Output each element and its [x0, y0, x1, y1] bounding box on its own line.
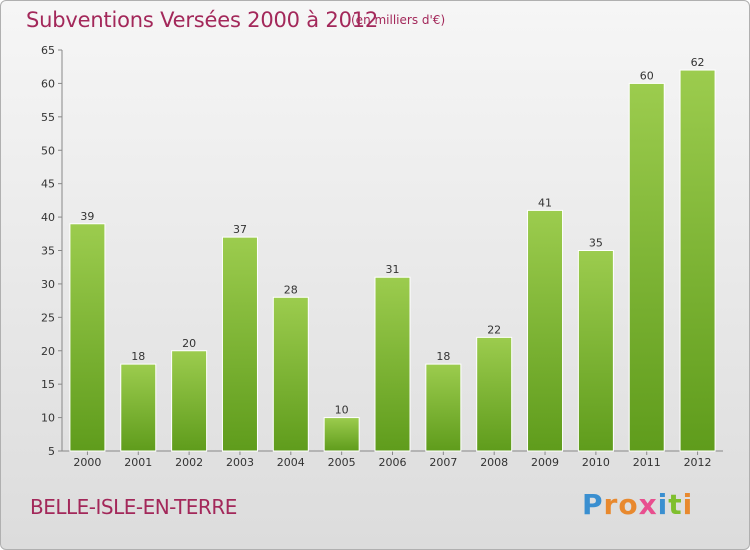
x-tick-label: 2005: [328, 456, 356, 469]
data-label: 39: [80, 210, 94, 223]
x-tick-label: 2009: [531, 456, 559, 469]
data-label: 10: [335, 404, 349, 417]
y-tick-label: 30: [41, 278, 55, 291]
logo-letter: r: [603, 488, 619, 521]
proxiti-logo: Proxiti: [582, 488, 693, 521]
y-tick-label: 5: [48, 445, 55, 458]
data-label: 20: [182, 337, 196, 350]
data-label: 41: [538, 196, 552, 209]
y-tick-label: 40: [41, 211, 55, 224]
data-label: 37: [233, 223, 247, 236]
y-tick-label: 35: [41, 245, 55, 258]
x-tick-label: 2010: [582, 456, 610, 469]
bar: [577, 250, 614, 452]
bar: [374, 276, 411, 452]
x-tick-label: 2008: [480, 456, 508, 469]
chart-bars: [69, 69, 716, 452]
y-tick-label: 10: [41, 412, 55, 425]
x-tick-label: 2011: [633, 456, 661, 469]
data-label: 18: [131, 350, 145, 363]
commune-name: BELLE-ISLE-EN-TERRE: [30, 495, 237, 519]
data-label: 31: [386, 263, 400, 276]
bar: [679, 69, 716, 452]
bar: [527, 209, 564, 452]
y-tick-label: 60: [41, 77, 55, 90]
data-label: 18: [436, 350, 450, 363]
x-tick-label: 2003: [226, 456, 254, 469]
data-label: 62: [691, 56, 705, 69]
bar: [323, 417, 360, 452]
bar: [628, 82, 665, 452]
bar: [221, 236, 258, 452]
chart-title: Subventions Versées 2000 à 2012: [26, 8, 379, 32]
bar: [69, 223, 106, 452]
logo-letter: o: [618, 488, 639, 521]
y-tick-label: 15: [41, 378, 55, 391]
x-tick-label: 2000: [73, 456, 101, 469]
bar: [425, 363, 462, 452]
x-tick-label: 2001: [124, 456, 152, 469]
bar: [171, 350, 208, 452]
y-tick-label: 50: [41, 144, 55, 157]
logo-letter: x: [638, 488, 658, 521]
y-tick-label: 45: [41, 178, 55, 191]
y-tick-label: 65: [41, 44, 55, 57]
x-tick-label: 2007: [429, 456, 457, 469]
logo-letter: i: [657, 488, 669, 521]
bar: [476, 336, 513, 452]
x-tick-label: 2002: [175, 456, 203, 469]
y-tick-label: 25: [41, 311, 55, 324]
logo-letter: t: [668, 488, 683, 521]
x-tick-label: 2012: [684, 456, 712, 469]
data-label: 28: [284, 283, 298, 296]
chart-labels: 39 2000 18 2001 20 2002 37 2003 28 2004 10 2005 31 20…: [73, 56, 711, 469]
logo-letter: P: [582, 488, 604, 521]
data-label: 60: [640, 69, 654, 82]
data-label: 35: [589, 237, 603, 250]
x-tick-label: 2004: [277, 456, 305, 469]
bar: [120, 363, 157, 452]
logo-letter: i: [682, 488, 694, 521]
y-tick-label: 55: [41, 111, 55, 124]
data-label: 22: [487, 323, 501, 336]
x-tick-label: 2006: [379, 456, 407, 469]
bar: [272, 296, 309, 452]
y-tick-label: 20: [41, 345, 55, 358]
chart-subtitle: (en milliers d'€): [351, 13, 446, 27]
